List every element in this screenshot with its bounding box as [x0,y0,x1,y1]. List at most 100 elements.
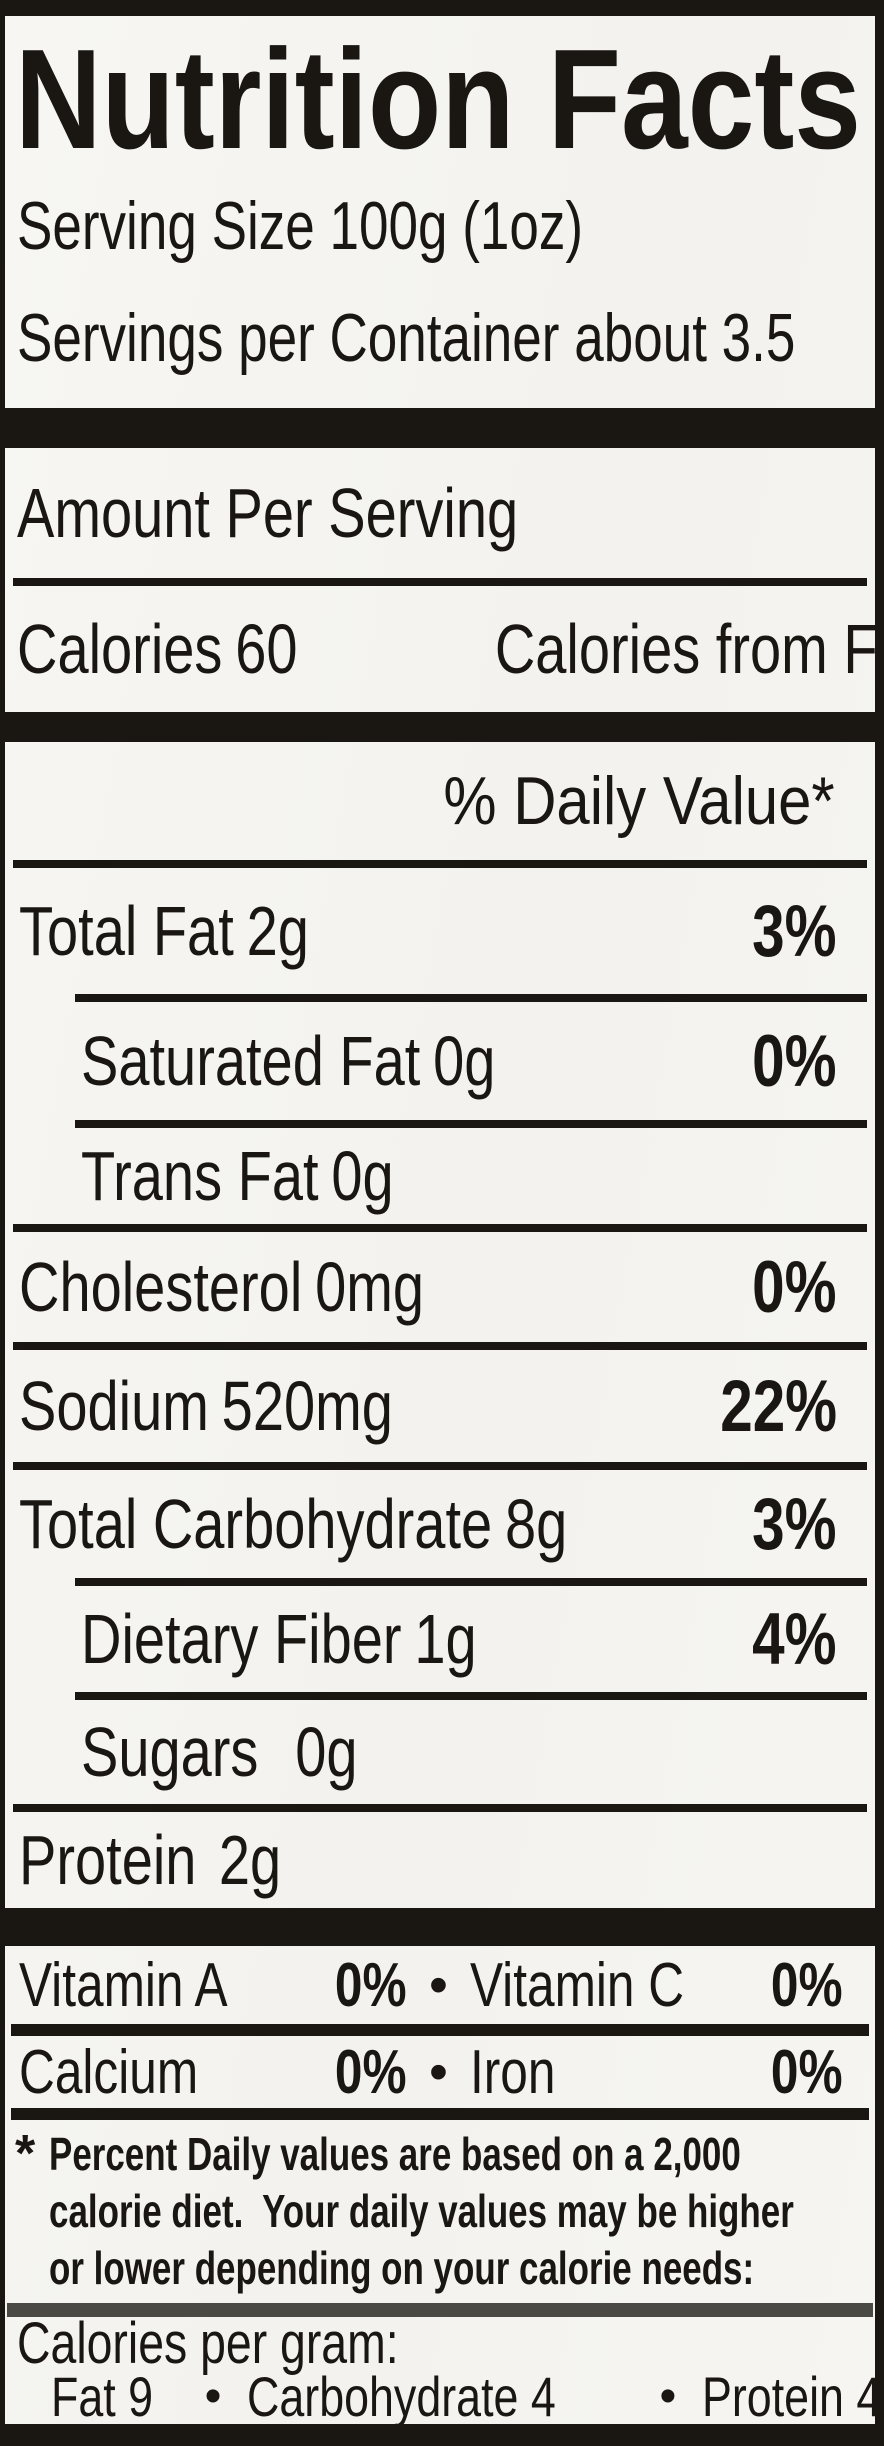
footnote-line-1: Percent Daily values are based on a 2,00… [49,2128,741,2180]
nutrient-amount: 1g [414,1600,477,1678]
micronutrient-left: Calcium 0% [19,2037,407,2108]
footnote-text: Percent Daily values are based on a 2,00… [49,2126,794,2297]
micronutrient-right: Iron 0% [470,2037,843,2108]
micronutrient-value: 0% [335,2037,408,2107]
amount-per-serving-row: Amount Per Serving [5,448,875,578]
calories-per-gram-carbohydrate: Carbohydrate 4 [247,2365,557,2428]
serving-size-line: Serving Size 100g (1oz) [5,170,875,282]
label-title-block: Nutrition Facts [15,20,875,179]
calories-text: Calories 60 [17,609,298,689]
nutrient-row-protein: Protein 2g [5,1812,875,1908]
calories-per-gram-heading: Calories per gram: [17,2310,399,2376]
calories-value: 60 [235,610,298,688]
bullet-separator: • [429,1955,448,2015]
nutrient-label: Total Carbohydrate [19,1485,493,1563]
micronutrient-label: Calcium [19,2037,199,2107]
nutrient-label: Cholesterol [19,1248,303,1326]
micronutrient-label: Vitamin C [469,1950,685,2020]
daily-value-footnote: * Percent Daily values are based on a 2,… [5,2120,875,2297]
nutrient-text: Sodium 520mg [19,1366,393,1446]
calories-label: Calories [17,610,223,688]
micronutrient-right: Vitamin C 0% [470,1950,843,2021]
micronutrient-row-minerals: Calcium 0% • Iron 0% [5,2036,875,2108]
divider-rule [13,860,867,868]
calories-from-fat-label: Calories from Fat [494,610,884,688]
nutrient-text: Total Fat 2g [19,891,309,971]
calories-per-gram-items-row: Fat 9 • Carbohydrate 4 • Protein 4 [5,2365,875,2424]
nutrient-row-total-fat: Total Fat 2g 3% [5,868,875,994]
nutrient-percent: 0% [752,1020,837,1102]
nutrient-label: Saturated Fat [81,1022,421,1100]
nutrient-text: Trans Fat 0g [81,1136,394,1216]
servings-per-container-line: Servings per Container about 3.5 [5,282,875,394]
label-title-svg: Nutrition Facts [15,20,861,179]
nutrient-text: Sugars 0g [81,1712,358,1792]
daily-value-header-row: % Daily Value* [5,742,875,860]
calories-per-gram-fat: Fat 9 [51,2365,154,2428]
nutrient-amount: 8g [504,1485,568,1563]
nutrient-percent: 22% [720,1365,837,1447]
divider-rule [13,1462,867,1470]
serving-size-text: Serving Size 100g (1oz) [17,188,584,264]
nutrient-percent: 4% [752,1598,837,1680]
nutrient-text: Dietary Fiber 1g [81,1599,477,1679]
micronutrient-value: 0% [771,2037,843,2107]
calories-row: Calories 60 Calories from Fat 30 [5,586,875,712]
nutrient-row-trans-fat: Trans Fat 0g [5,1128,875,1224]
section-bar-micronutrients [5,1908,875,1946]
nutrient-amount: 0mg [315,1248,424,1326]
nutrient-label: Trans Fat [81,1137,319,1215]
footnote-asterisk: * [15,2125,36,2183]
divider-rule [11,2108,869,2120]
calories-from-fat-text: Calories from Fat 30 [494,609,884,689]
calories-per-gram-heading-row: Calories per gram: [5,2311,875,2376]
divider-rule-heavy [7,2303,873,2317]
divider-rule [13,1224,867,1232]
nutrient-row-saturated-fat: Saturated Fat 0g 0% [5,1002,875,1120]
divider-rule [11,2024,869,2036]
servings-per-container-text: Servings per Container about 3.5 [17,300,796,376]
micronutrient-left: Vitamin A 0% [19,1950,407,2021]
nutrient-amount: 520mg [221,1367,393,1445]
divider-rule [13,1342,867,1350]
nutrient-amount: 0g [295,1713,358,1791]
nutrient-text: Total Carbohydrate 8g [19,1484,567,1564]
nutrient-amount: 0g [433,1022,496,1100]
footnote-line-2: calorie diet. Your daily values may be h… [49,2185,794,2237]
nutrient-amount: 2g [246,892,309,970]
footnote-line-3: or lower depending on your calorie needs… [49,2242,755,2294]
nutrient-row-sugars: Sugars 0g [5,1700,875,1804]
section-bar-calories [5,712,875,742]
nutrient-text: Saturated Fat 0g [81,1021,495,1101]
bullet-separator: • [429,2042,448,2102]
nutrient-amount: 0g [331,1137,394,1215]
nutrient-percent: 3% [752,1483,837,1565]
divider-rule-indented [75,1578,867,1586]
nutrient-row-cholesterol: Cholesterol 0mg 0% [5,1232,875,1342]
nutrient-row-total-carbohydrate: Total Carbohydrate 8g 3% [5,1470,875,1578]
daily-value-header: % Daily Value* [443,763,835,839]
section-bar-top [5,408,875,448]
divider-rule-indented [75,1120,867,1128]
nutrient-row-dietary-fiber: Dietary Fiber 1g 4% [5,1586,875,1692]
nutrient-label: Dietary Fiber [81,1600,402,1678]
amount-per-serving-text: Amount Per Serving [17,474,519,552]
nutrient-label: Sodium [19,1367,209,1445]
nutrient-row-sodium: Sodium 520mg 22% [5,1350,875,1462]
nutrient-label: Sugars [81,1713,259,1791]
divider-rule-indented [75,1692,867,1700]
nutrient-amount: 2g [218,1821,282,1899]
nutrient-text: Protein 2g [19,1820,281,1900]
divider-rule-indented [75,994,867,1002]
nutrient-percent: 3% [752,890,837,972]
nutrient-label: Protein [19,1821,197,1899]
bullet-separator: • [204,2370,222,2423]
micronutrient-label: Vitamin A [19,1950,228,2020]
nutrient-percent: 0% [752,1246,837,1328]
micronutrient-value: 0% [335,1950,408,2020]
calories-per-gram-protein: Protein 4 [702,2365,882,2428]
nutrient-text: Cholesterol 0mg [19,1247,424,1327]
bullet-separator: • [659,2370,677,2423]
micronutrient-value: 0% [771,1950,843,2020]
